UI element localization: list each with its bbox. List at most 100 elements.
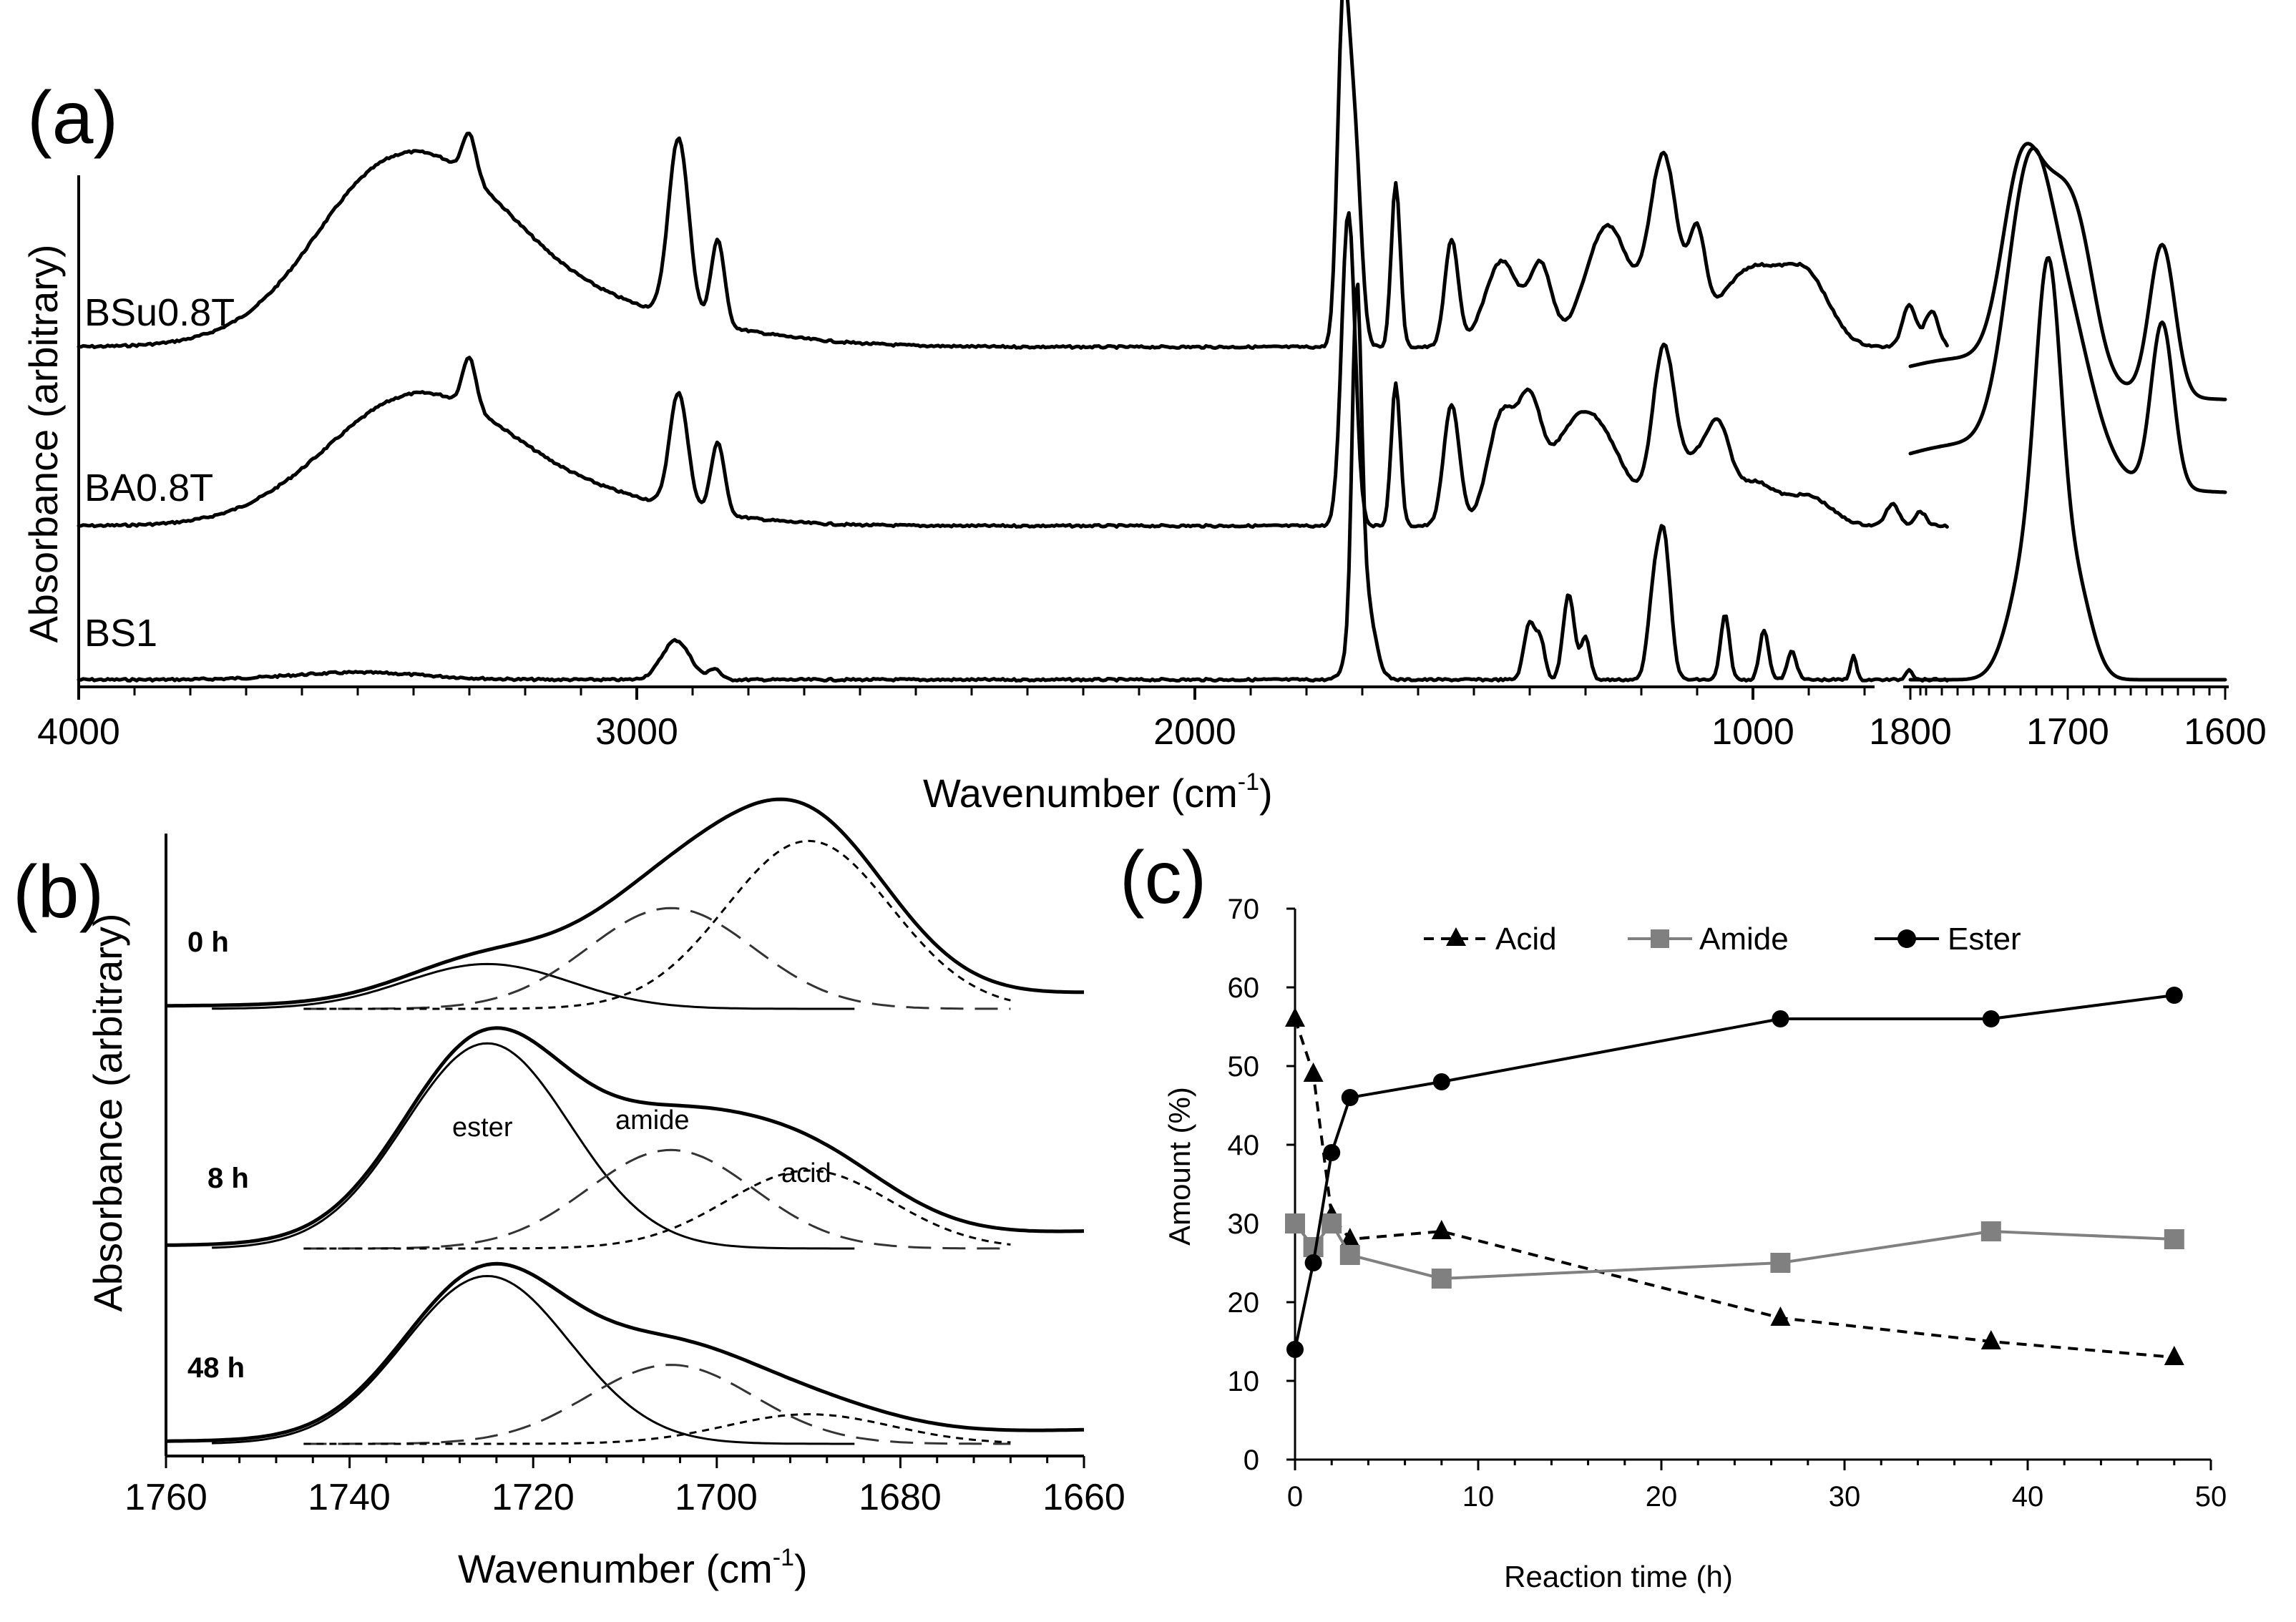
panel-a-x-title-tail: ) <box>1259 771 1273 816</box>
series-acid-line <box>1294 1018 2174 1359</box>
panel-c: (c) Amount (%) Reaction time (h) 0 10 20… <box>1120 836 2227 1593</box>
panel-c-ticks <box>1286 907 2212 1470</box>
panel-b-0h-envelope <box>166 797 1084 1008</box>
legend-ester-marker <box>1897 929 1916 948</box>
series-ester-point <box>1304 1254 1322 1271</box>
series-amide-point <box>2164 1229 2184 1249</box>
panel-b-label-0h: 0 h <box>187 927 229 958</box>
panel-c-ytick-50: 50 <box>1228 1051 1260 1083</box>
series-ester-point <box>1982 1010 2000 1027</box>
series-amide-point <box>1980 1221 2001 1241</box>
panel-b-8h-envelope <box>165 1026 1085 1247</box>
panel-b-0h-ester-component <box>212 962 855 1010</box>
panel-b-48h-acid-component <box>303 1413 1011 1445</box>
series-acid-point <box>1980 1330 2001 1349</box>
panel-a: (a) Absorbance (arbitrary) 4000 3000 200… <box>21 0 2267 816</box>
panel-b-x-title-tail: ) <box>794 1546 808 1591</box>
spectrum-ba08t <box>77 211 1949 529</box>
panel-a-label-bsu08t: BSu0.8T <box>84 291 235 334</box>
panel-b-ticks <box>165 1456 1085 1468</box>
inset-spectrum-ba08t <box>1908 146 2227 494</box>
legend-acid-label: Acid <box>1495 922 1557 957</box>
panel-b-peak-acid: acid <box>781 1158 831 1188</box>
legend-amide-marker <box>1651 929 1669 948</box>
panel-c-xtick-0: 0 <box>1287 1481 1303 1513</box>
panel-c-ytick-40: 40 <box>1228 1130 1260 1161</box>
series-amide-point <box>1770 1253 1791 1273</box>
panel-b-x-title-main: Wavenumber (cm <box>458 1546 773 1591</box>
panel-b-8h-ester-component <box>212 1042 855 1250</box>
panel-c-xtick-30: 30 <box>1829 1481 1861 1513</box>
panel-b-tick-1660: 1660 <box>1042 1477 1125 1518</box>
panel-a-minor-ticks <box>77 687 1922 700</box>
series-amide-point <box>1285 1213 1305 1233</box>
legend-ester-label: Ester <box>1948 922 2021 957</box>
panel-b-label-8h: 8 h <box>207 1163 249 1194</box>
panel-c-xtick-20: 20 <box>1646 1481 1678 1513</box>
panel-b-0h-acid-component <box>303 839 1011 1010</box>
series-acid-point <box>1303 1062 1324 1082</box>
panel-c-xtick-50: 50 <box>2195 1481 2227 1513</box>
panel-b-label: (b) <box>13 851 104 934</box>
panel-c-ytick-30: 30 <box>1228 1208 1260 1240</box>
series-ester-point <box>1286 1341 1304 1358</box>
panel-b-x-title-sup: -1 <box>773 1544 794 1571</box>
series-acid-point <box>1431 1220 1452 1239</box>
series-ester-point <box>1772 1010 1789 1027</box>
series-ester-point <box>1432 1073 1450 1090</box>
panel-c-ytick-10: 10 <box>1228 1366 1260 1397</box>
panel-b-tick-1700: 1700 <box>675 1477 758 1518</box>
panel-c-series <box>1285 987 2184 1365</box>
panel-c-ytick-20: 20 <box>1228 1287 1260 1319</box>
spectrum-bsu08t <box>77 0 1949 350</box>
panel-a-x-title-sup: -1 <box>1238 768 1259 796</box>
panel-c-ytick-0: 0 <box>1244 1445 1259 1476</box>
panel-b-y-axis-title: Absorbance (arbitrary) <box>85 913 130 1311</box>
panel-a-tick-3000: 3000 <box>595 711 678 753</box>
series-amide-point <box>1431 1269 1452 1289</box>
panel-a-x-axis-title: Wavenumber (cm-1) <box>923 768 1273 816</box>
inset-spectrum-bsu08t <box>1908 142 2227 401</box>
legend-acid-marker <box>1446 927 1466 946</box>
series-amide-line <box>1294 1221 2174 1281</box>
panel-b: (b) Absorbance (arbitrary) 1760 1740 172… <box>13 797 1125 1591</box>
series-ester-point <box>1341 1089 1359 1106</box>
panel-b-tick-1720: 1720 <box>492 1477 575 1518</box>
panel-a-tick-2000: 2000 <box>1153 711 1236 753</box>
panel-c-legend: Acid Amide Ester <box>1424 922 2021 957</box>
panel-a-x-title-main: Wavenumber (cm <box>923 771 1238 816</box>
panel-b-tick-1680: 1680 <box>859 1477 942 1518</box>
panel-b-curves <box>165 797 1085 1445</box>
panel-b-label-48h: 48 h <box>187 1352 245 1384</box>
panel-a-tick-4000: 4000 <box>37 711 120 753</box>
panel-a-label-bs1: BS1 <box>84 612 157 655</box>
panel-a-label: (a) <box>27 77 118 160</box>
panel-a-inset-tick-1800: 1800 <box>1869 711 1952 753</box>
panel-a-inset-tick-1700: 1700 <box>2026 711 2109 753</box>
panel-c-xtick-10: 10 <box>1462 1481 1495 1513</box>
panel-b-x-axis-title: Wavenumber (cm-1) <box>458 1544 808 1591</box>
series-ester-point <box>1323 1144 1341 1161</box>
panel-c-ytick-60: 60 <box>1228 972 1260 1004</box>
spectrum-bs1 <box>77 283 1949 683</box>
panel-c-xtick-40: 40 <box>2012 1481 2044 1513</box>
panel-b-peak-amide: amide <box>615 1105 690 1135</box>
panel-c-y-axis-title: Amount (%) <box>1163 1087 1196 1246</box>
series-ester-point <box>2165 987 2183 1004</box>
legend-amide-label: Amide <box>1699 922 1789 957</box>
panel-c-label: (c) <box>1120 836 1206 919</box>
series-amide-point <box>1339 1245 1360 1265</box>
series-acid-point <box>2164 1346 2184 1365</box>
series-ester-line <box>1294 994 2175 1350</box>
panel-b-48h-envelope <box>165 1261 1085 1443</box>
panel-a-y-axis-title: Absorbance (arbitrary) <box>21 244 66 643</box>
series-acid-point <box>1339 1228 1360 1247</box>
panel-c-x-axis-title: Reaction time (h) <box>1504 1560 1733 1593</box>
panel-a-inset-tick-1600: 1600 <box>2184 711 2267 753</box>
series-amide-point <box>1322 1213 1342 1233</box>
inset-spectrum-bs1 <box>1908 255 2227 682</box>
panel-b-48h-ester-component <box>212 1274 855 1445</box>
panel-a-label-ba08t: BA0.8T <box>84 466 213 509</box>
panel-a-tick-1000: 1000 <box>1711 711 1794 753</box>
